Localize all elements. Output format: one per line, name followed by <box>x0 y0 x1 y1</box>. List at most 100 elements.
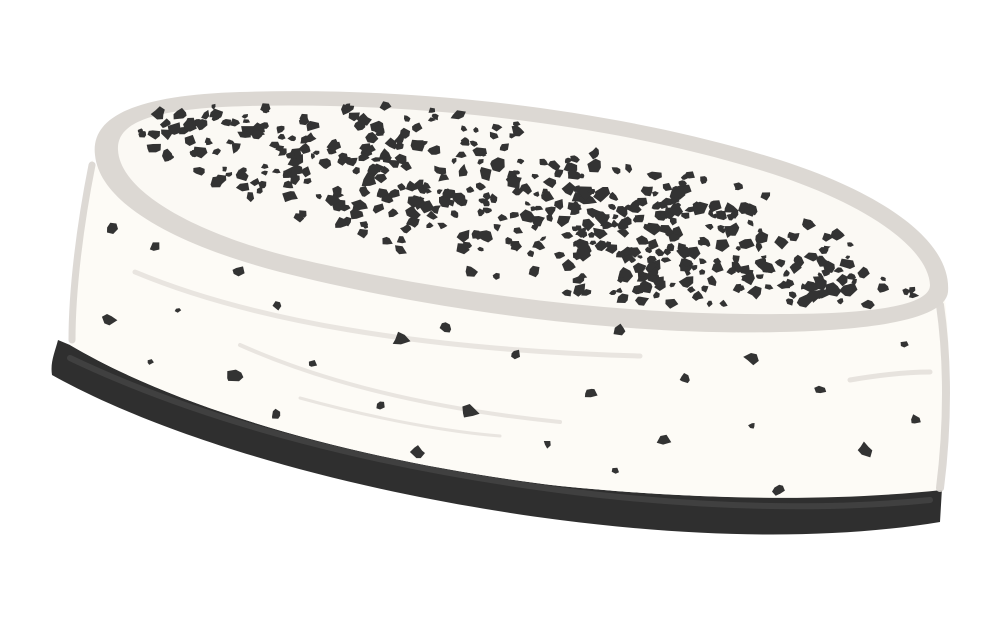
crumb <box>539 158 549 166</box>
crumb <box>241 114 248 119</box>
crumb <box>271 168 281 174</box>
crumb <box>573 185 581 193</box>
crumb <box>545 206 556 217</box>
crumb <box>256 187 263 194</box>
crumb <box>513 227 523 234</box>
crumb <box>380 165 390 175</box>
crumb <box>665 298 679 309</box>
crumb <box>299 143 311 154</box>
crumb <box>705 242 711 247</box>
crumb <box>252 129 266 139</box>
crumb <box>611 219 620 228</box>
crumb <box>712 213 718 219</box>
crumb <box>579 173 585 179</box>
crumb <box>669 217 677 226</box>
crumb <box>676 245 692 260</box>
crumb <box>582 218 595 232</box>
crumb <box>847 242 854 247</box>
crumb <box>278 148 287 156</box>
crumb <box>755 230 769 245</box>
crumb <box>462 404 480 418</box>
crumb <box>629 257 636 263</box>
crumb <box>836 274 848 287</box>
crumb <box>394 153 407 165</box>
crumb <box>442 188 453 198</box>
crumb <box>635 296 650 306</box>
side-shade-2 <box>238 343 562 424</box>
crumb <box>528 265 540 278</box>
crumb <box>427 145 441 155</box>
crust-base <box>51 340 943 535</box>
crumb <box>460 137 470 146</box>
crumb <box>379 101 392 111</box>
crumb <box>611 467 619 474</box>
crumb <box>587 158 601 173</box>
crumb <box>531 216 545 227</box>
crumb <box>473 127 479 133</box>
crumb <box>272 301 282 311</box>
crumb <box>426 222 434 228</box>
crumb <box>860 299 875 310</box>
crumb <box>611 167 621 175</box>
crumb <box>719 228 726 234</box>
crumb <box>567 170 578 178</box>
crumb <box>405 205 421 221</box>
crumb <box>541 191 555 202</box>
crumb <box>732 283 743 294</box>
crumb <box>757 261 776 273</box>
crumb <box>374 124 385 136</box>
crumb <box>647 255 657 264</box>
crumb <box>617 218 629 230</box>
crumb <box>519 183 532 195</box>
crumb <box>388 208 399 218</box>
side-crumbs <box>101 222 921 496</box>
crumb <box>654 280 666 291</box>
crumb <box>651 191 659 197</box>
crumb <box>857 441 873 458</box>
crumb <box>211 115 220 122</box>
crumb <box>802 218 813 231</box>
crumb <box>428 107 436 113</box>
crumb <box>774 235 789 250</box>
crumb <box>237 131 251 138</box>
crumb <box>589 240 597 246</box>
crumb <box>337 156 346 166</box>
side-shade-3 <box>298 396 502 438</box>
crumb <box>623 204 631 211</box>
crumb <box>146 143 161 153</box>
crumb <box>735 246 741 251</box>
crumb <box>352 166 360 175</box>
crumb <box>446 199 455 207</box>
crumb <box>497 214 508 222</box>
crumb <box>617 277 624 284</box>
crumb <box>830 228 845 241</box>
crumb <box>900 341 909 348</box>
crumb <box>593 211 607 219</box>
crumb <box>326 138 340 151</box>
crumb <box>554 169 564 178</box>
crumb <box>507 175 522 189</box>
crumb <box>634 214 645 223</box>
crumb <box>764 284 774 290</box>
crumb <box>760 255 767 261</box>
crumb <box>438 174 450 182</box>
crumb <box>410 139 425 152</box>
crumb <box>436 189 443 195</box>
crumb <box>492 272 500 280</box>
crumb <box>616 250 626 258</box>
crumb <box>225 172 233 177</box>
crumb <box>570 155 580 163</box>
crumb <box>350 199 368 212</box>
crumb <box>608 203 617 211</box>
crumb <box>301 166 311 178</box>
crumb <box>367 163 380 177</box>
crumb <box>420 188 427 194</box>
crumb <box>450 210 459 219</box>
crumb <box>393 133 404 145</box>
crumb <box>760 192 771 201</box>
crumb <box>107 222 118 234</box>
crumb <box>421 141 428 146</box>
crumb <box>603 241 612 248</box>
crumb <box>561 259 576 271</box>
crumb <box>455 151 467 158</box>
